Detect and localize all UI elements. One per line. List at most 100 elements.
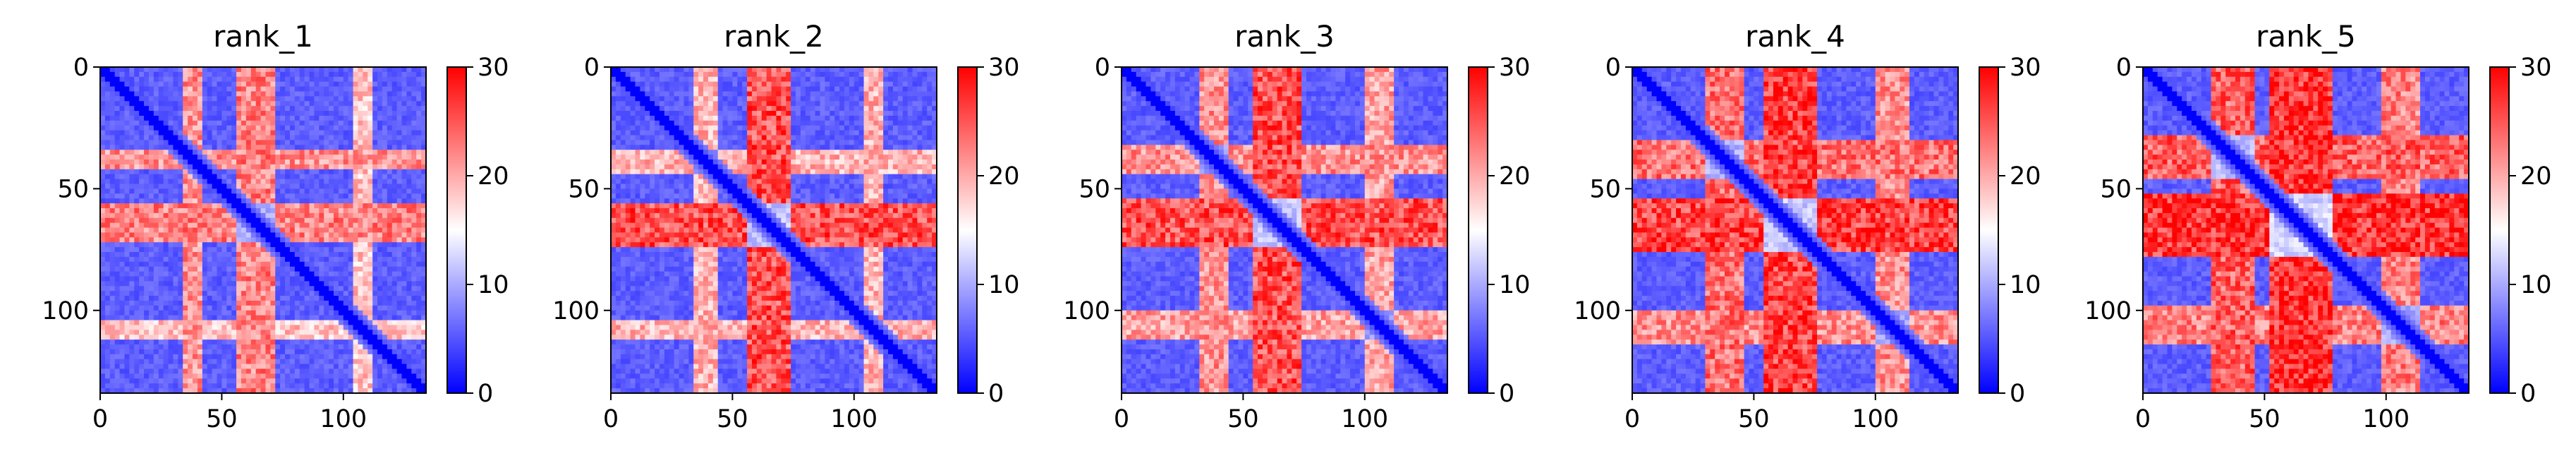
heatmap-cell	[168, 212, 174, 219]
heatmap-cell	[324, 115, 329, 121]
heatmap-cell	[309, 266, 315, 272]
heatmap-cell	[382, 378, 388, 384]
heatmap-cell	[260, 247, 267, 253]
heatmap-cell	[309, 67, 315, 73]
heatmap-cell	[363, 106, 368, 112]
heatmap-cell	[260, 198, 267, 204]
heatmap-cell	[319, 227, 324, 234]
heatmap-cell	[289, 67, 296, 73]
heatmap-cell	[153, 242, 159, 248]
heatmap-cell	[275, 120, 281, 126]
heatmap-cell	[377, 212, 383, 219]
heatmap-cell	[411, 354, 417, 360]
heatmap-cell	[245, 388, 252, 394]
heatmap-cell	[309, 91, 315, 97]
heatmap-cell	[255, 383, 262, 389]
heatmap-cell	[168, 354, 174, 360]
heatmap-cell	[348, 320, 354, 326]
heatmap-cell	[314, 101, 320, 107]
heatmap-cell	[144, 111, 150, 116]
heatmap-cell	[401, 120, 408, 126]
heatmap-cell	[309, 315, 315, 321]
heatmap-cell	[148, 315, 154, 321]
heatmap-cell	[207, 106, 213, 112]
heatmap-cell	[348, 271, 354, 277]
heatmap-cell	[250, 71, 257, 78]
heatmap-cell	[416, 378, 422, 384]
heatmap-cell	[236, 315, 242, 321]
heatmap-cell	[260, 91, 267, 97]
heatmap-cell	[197, 266, 203, 272]
heatmap-cell	[285, 174, 291, 180]
heatmap-cell	[363, 237, 368, 243]
heatmap-cell	[372, 330, 378, 335]
heatmap-cell	[377, 252, 383, 258]
heatmap-cell	[382, 76, 388, 83]
heatmap-cell	[236, 383, 242, 389]
heatmap-cell	[285, 222, 291, 229]
heatmap-cell	[202, 179, 208, 185]
heatmap-cell	[717, 76, 724, 83]
heatmap-cell	[363, 111, 368, 116]
heatmap-cell	[294, 150, 300, 155]
heatmap-cell	[173, 208, 178, 214]
heatmap-cell	[134, 344, 140, 350]
heatmap-cell	[796, 76, 801, 83]
heatmap-cell	[163, 86, 169, 92]
heatmap-cell	[285, 179, 291, 185]
heatmap-cell	[158, 188, 164, 194]
heatmap-cell	[304, 222, 310, 229]
heatmap-cell	[309, 261, 315, 267]
heatmap-cell	[396, 286, 403, 291]
heatmap-cell	[377, 222, 383, 229]
heatmap-cell	[329, 335, 334, 340]
heatmap-cell	[391, 373, 398, 379]
heatmap-cell	[104, 198, 111, 204]
heatmap-cell	[411, 71, 417, 78]
heatmap-cell	[363, 86, 368, 92]
heatmap-cell	[153, 276, 159, 282]
heatmap-cell	[932, 96, 937, 102]
heatmap-cell	[255, 193, 262, 199]
heatmap-cell	[134, 130, 140, 136]
heatmap-cell	[109, 169, 116, 175]
heatmap-cell	[324, 373, 329, 379]
heatmap-cell	[163, 155, 169, 160]
heatmap-cell	[358, 130, 363, 136]
heatmap-cell	[285, 266, 291, 272]
heatmap-cell	[250, 198, 257, 204]
heatmap-cell	[280, 354, 286, 360]
heatmap-cell	[100, 208, 106, 214]
heatmap-cell	[100, 266, 106, 272]
heatmap-cell	[358, 212, 363, 219]
heatmap-cell	[319, 315, 324, 321]
heatmap-cell	[377, 271, 383, 277]
heatmap-cell	[100, 349, 106, 355]
heatmap-cell	[396, 232, 403, 238]
heatmap-cell	[406, 140, 412, 145]
heatmap-cell	[416, 81, 422, 88]
heatmap-cell	[265, 164, 271, 170]
heatmap-cell	[650, 96, 655, 102]
heatmap-cell	[285, 217, 291, 224]
heatmap-cell	[217, 145, 222, 150]
heatmap-cell	[139, 291, 145, 296]
heatmap-cell	[124, 169, 130, 175]
heatmap-cell	[771, 91, 777, 97]
heatmap-cell	[245, 271, 252, 277]
heatmap-cell	[134, 227, 140, 234]
heatmap-cell	[236, 120, 242, 126]
heatmap-cell	[188, 115, 193, 121]
heatmap-cell	[372, 96, 378, 102]
heatmap-cell	[839, 81, 845, 88]
heatmap-cell	[314, 305, 320, 311]
heatmap-cell	[178, 300, 183, 306]
heatmap-cell	[250, 368, 257, 375]
heatmap-cell	[124, 184, 130, 189]
heatmap-cell	[406, 86, 412, 92]
heatmap-cell	[163, 203, 169, 209]
heatmap-cell	[825, 91, 830, 97]
heatmap-cell	[771, 67, 777, 73]
heatmap-cell	[353, 281, 359, 287]
heatmap-cell	[163, 106, 169, 112]
